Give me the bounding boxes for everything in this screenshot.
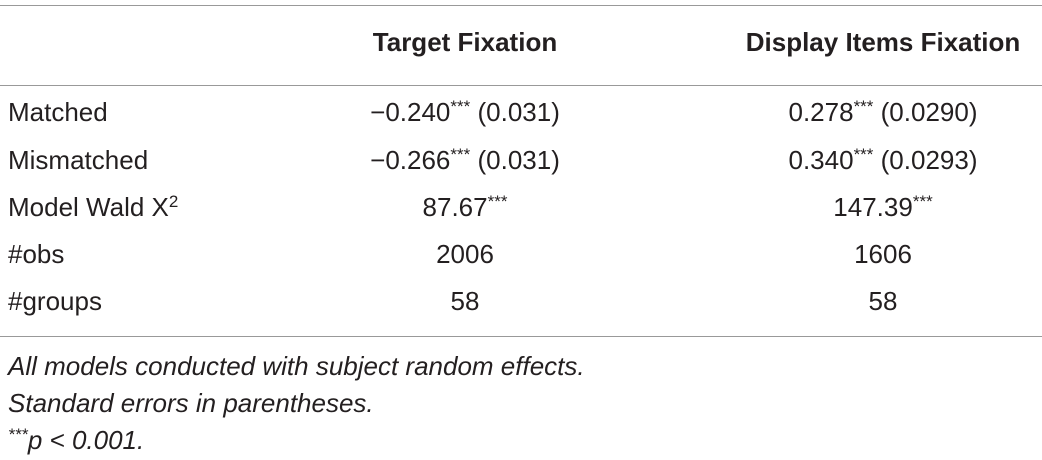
column-header: Display Items Fixation [745, 27, 1021, 57]
row-label: Mismatched [8, 145, 148, 175]
table-cell: 58 [869, 286, 898, 316]
table-cell: 58 [451, 286, 480, 316]
text-segment: 0.278 [788, 97, 854, 127]
superscript: *** [853, 97, 874, 116]
text-segment: Mismatched [8, 145, 149, 175]
text-segment: 1606 [854, 239, 912, 269]
table-note: Standard errors in parentheses. [8, 388, 374, 418]
table-note: All models conducted with subject random… [8, 351, 585, 381]
superscript: *** [853, 145, 874, 164]
text-segment: 147.39 [833, 192, 913, 222]
top-rule [0, 5, 1042, 6]
text-segment: Standard errors in parentheses. [8, 388, 374, 418]
text-segment: 0.340 [788, 145, 854, 175]
superscript: *** [8, 425, 28, 444]
row-label: Matched [8, 97, 108, 127]
text-segment: 2006 [436, 239, 494, 269]
text-segment: #groups [8, 286, 102, 316]
text-segment: 58 [450, 286, 480, 316]
table-cell: −0.240*** (0.031) [370, 97, 560, 127]
superscript: *** [450, 97, 471, 116]
row-label: #obs [8, 239, 64, 269]
text-segment: Matched [8, 97, 108, 127]
text-segment: #obs [8, 239, 65, 269]
column-header: Target Fixation [372, 27, 558, 57]
superscript: *** [450, 145, 471, 164]
text-segment: 87.67 [422, 192, 488, 222]
table-note: ***p < 0.001. [8, 425, 144, 455]
text-segment: −0.240 [370, 97, 451, 127]
text-segment: Model Wald X [8, 192, 169, 222]
bottom-rule [0, 336, 1042, 337]
superscript: *** [912, 192, 933, 211]
row-label: #groups [8, 286, 102, 316]
superscript: *** [487, 192, 508, 211]
row-label: Model Wald X2 [8, 192, 178, 222]
text-segment: (0.0290) [873, 97, 978, 127]
table-cell: 0.340*** (0.0293) [788, 145, 977, 175]
text-segment: All models conducted with subject random… [8, 351, 585, 381]
table-cell: 0.278*** (0.0290) [788, 97, 977, 127]
superscript: 2 [168, 192, 179, 211]
table-cell: 2006 [436, 239, 494, 269]
table-cell: 87.67*** [423, 192, 508, 222]
table-cell: 147.39*** [833, 192, 932, 222]
text-segment: 58 [868, 286, 898, 316]
text-segment: (0.0293) [873, 145, 978, 175]
table-cell: −0.266*** (0.031) [370, 145, 560, 175]
text-segment: (0.031) [470, 145, 560, 175]
table-cell: 1606 [854, 239, 912, 269]
text-segment: −0.266 [370, 145, 451, 175]
text-segment: p < 0.001. [27, 425, 145, 455]
header-rule [0, 85, 1042, 86]
text-segment: (0.031) [470, 97, 560, 127]
